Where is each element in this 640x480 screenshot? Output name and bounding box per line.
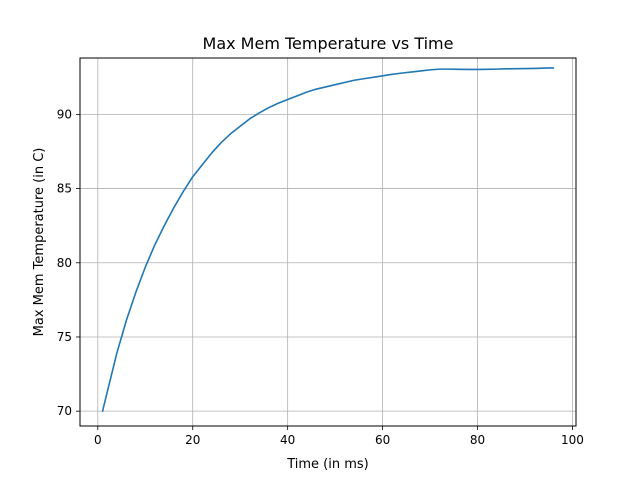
y-tick-label: 70 [57,404,72,418]
series-line [101,67,555,412]
x-tick-label: 0 [94,433,102,447]
x-tick-label: 100 [561,433,584,447]
y-tick-label: 90 [57,107,72,121]
y-tick-label: 85 [57,182,72,196]
y-tick-label: 80 [57,256,72,270]
plot-frame [79,57,577,427]
series-layer [101,67,555,412]
chart-title: Max Mem Temperature vs Time [203,34,454,53]
y-tick-label: 75 [57,330,72,344]
x-tick-label: 20 [185,433,200,447]
x-axis-label: Time (in ms) [286,457,369,472]
x-tick-label: 40 [280,433,295,447]
axis-ticks: 0 20 40 60 80 100 70 75 80 85 90 [57,107,584,447]
x-tick-label: 80 [470,433,485,447]
grid-lines [80,58,576,426]
plot-area-background [80,58,576,426]
x-tick-label: 60 [375,433,390,447]
y-axis-label: Max Mem Temperature (in C) [32,148,47,337]
